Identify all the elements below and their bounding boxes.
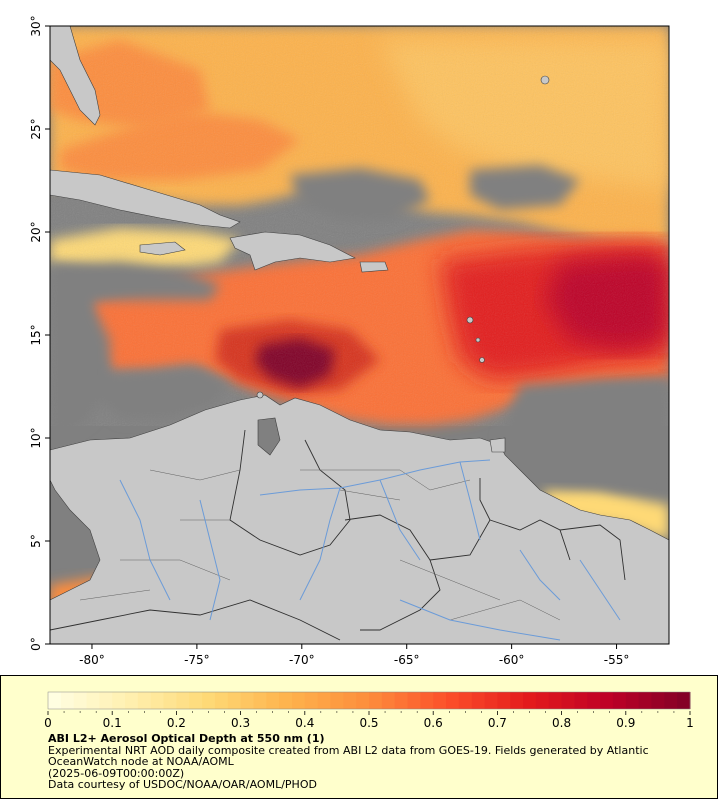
y-tick-label: 0° — [29, 637, 43, 651]
colorbar-cell — [600, 692, 614, 709]
colorbar-cell — [394, 692, 409, 709]
colorbar-tick-label: 0 — [44, 716, 52, 730]
y-tick-label: 15° — [29, 324, 43, 345]
map-frame: -80° -75° -70° -65° -60° -55° 0° 5° 10° 15° 20° 25… — [29, 15, 670, 667]
colorbar-cell — [163, 692, 177, 709]
puerto-rico — [359, 261, 389, 273]
colorbar-cell — [548, 692, 563, 709]
colorbar-tick-label: 0.5 — [359, 716, 378, 730]
state-borders — [79, 469, 561, 621]
colorbar-ticks: 0 0.1 0.2 0.3 0.4 0.5 0.6 0.7 0.8 0.9 1 — [44, 711, 694, 730]
colorbar-cell — [99, 692, 113, 709]
colorbar-cell — [651, 692, 665, 709]
colorbar-cell — [137, 692, 152, 709]
cuba — [50, 169, 241, 229]
y-tick-label: 5° — [29, 534, 43, 548]
colorbar-cell — [510, 692, 524, 709]
colorbar-cell — [664, 692, 678, 709]
colorbar-cell — [48, 692, 62, 709]
colorbar-tick-label: 1 — [686, 716, 694, 730]
y-tick-label: 30° — [29, 15, 43, 36]
x-tick-label: -75° — [184, 653, 210, 667]
colorbar-cell — [240, 692, 254, 709]
legend-panel: 0 0.1 0.2 0.3 0.4 0.5 0.6 0.7 0.8 0.9 1 — [0, 675, 718, 799]
colorbar-cell — [125, 692, 139, 709]
caption-date: (2025-06-09T00:00:00Z) — [48, 766, 185, 780]
caption-credit: Data courtesy of USDOC/NOAA/OAR/AOML/PHO… — [48, 778, 317, 791]
colorbar-tick-label: 0.7 — [488, 716, 507, 730]
colorbar-cell — [433, 692, 447, 709]
country-borders — [50, 429, 626, 641]
colorbar-cell — [471, 692, 486, 709]
caption-title: ABI L2+ Aerosol Optical Depth at 550 nm … — [48, 732, 325, 745]
x-axis: -80° -75° -70° -65° -60° -55° — [79, 644, 629, 667]
y-tick-label: 25° — [29, 118, 43, 139]
y-axis: 0° 5° 10° 15° 20° 25° 30° — [29, 15, 50, 651]
colorbar-cell — [587, 692, 601, 709]
caption: ABI L2+ Aerosol Optical Depth at 550 nm … — [48, 733, 688, 791]
colorbar-cell — [150, 692, 165, 709]
colorbar-cell — [484, 692, 498, 709]
caption-description: Experimental NRT AOD daily composite cre… — [48, 743, 649, 768]
colorbar-cell — [214, 692, 229, 709]
colorbar-cell — [381, 692, 396, 709]
x-tick-label: -65° — [394, 653, 420, 667]
colorbar-cell — [86, 692, 100, 709]
y-tick-label: 20° — [29, 221, 43, 242]
colorbar-tick-label: 0.6 — [424, 716, 443, 730]
rivers — [119, 459, 621, 641]
colorbar-cell — [291, 692, 306, 709]
colorbar-cell — [189, 692, 203, 709]
no-data-patches — [50, 165, 669, 492]
colorbar-cell — [535, 692, 550, 709]
colorbar-tick-label: 0.1 — [103, 716, 122, 730]
colorbar-cell — [317, 692, 331, 709]
colorbar-cell — [60, 692, 75, 709]
colorbar-cell — [420, 692, 434, 709]
colorbar-cell — [407, 692, 421, 709]
y-tick-label: 10° — [29, 427, 43, 448]
x-tick-label: -60° — [499, 653, 525, 667]
colorbar-cell — [523, 692, 537, 709]
colorbar-cell — [458, 692, 473, 709]
colorbar-cell — [330, 692, 344, 709]
colorbar-cell — [112, 692, 126, 709]
colorbar-tick-label: 0.9 — [616, 716, 635, 730]
colorbar-cell — [497, 692, 511, 709]
colorbar: 0 0.1 0.2 0.3 0.4 0.5 0.6 0.7 0.8 0.9 1 — [44, 691, 694, 730]
colorbar-cell — [343, 692, 357, 709]
colorbar-tick-label: 0.2 — [167, 716, 186, 730]
hispaniola — [229, 231, 356, 271]
colorbar-cell — [304, 692, 319, 709]
colorbar-cell — [446, 692, 460, 709]
colorbar-tick-label: 0.8 — [552, 716, 571, 730]
land — [50, 26, 669, 644]
colorbar-cell — [253, 692, 267, 709]
colorbar-cell — [73, 692, 88, 709]
colorbar-cells — [48, 692, 691, 709]
colorbar-cell — [625, 692, 640, 709]
colorbar-cell — [677, 692, 691, 709]
colorbar-cell — [612, 692, 627, 709]
colorbar-cell — [561, 692, 575, 709]
lake-maracaibo — [257, 417, 281, 456]
x-tick-label: -80° — [79, 653, 105, 667]
colorbar-cell — [356, 692, 370, 709]
colorbar-tick-label: 0.4 — [295, 716, 314, 730]
jamaica — [139, 241, 186, 256]
colorbar-cell — [369, 692, 383, 709]
aod-map: -80° -75° -70° -65° -60° -55° 0° 5° 10° 15° 20° 25… — [29, 15, 670, 667]
colorbar-tick-label: 0.3 — [231, 716, 250, 730]
x-tick-label: -55° — [604, 653, 630, 667]
colorbar-cell — [202, 692, 216, 709]
colorbar-cell — [227, 692, 242, 709]
florida — [50, 26, 101, 126]
colorbar-cell — [574, 692, 588, 709]
x-tick-label: -70° — [289, 653, 315, 667]
colorbar-cell — [279, 692, 293, 709]
colorbar-cell — [638, 692, 652, 709]
colorbar-cell — [266, 692, 280, 709]
colorbar-cell — [176, 692, 190, 709]
trinidad — [489, 437, 506, 453]
